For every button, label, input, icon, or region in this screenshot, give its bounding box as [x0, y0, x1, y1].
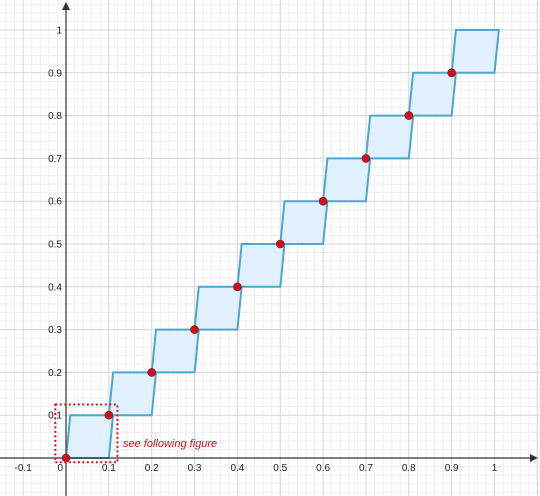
- data-point: [361, 154, 371, 163]
- step-parallelogram: [150, 328, 200, 374]
- x-tick-label: 0.6: [316, 463, 330, 474]
- data-point: [275, 239, 285, 249]
- y-tick-label: 1: [56, 26, 62, 37]
- highlight-box: [54, 403, 119, 464]
- x-tick-label: -0.1: [15, 463, 33, 474]
- x-tick-label: 0.3: [188, 463, 202, 474]
- step-parallelogram: [193, 285, 243, 331]
- x-axis-arrow: [530, 454, 538, 462]
- y-tick-label: 0.6: [48, 197, 62, 208]
- y-tick-label: 0.4: [48, 282, 62, 293]
- x-tick-label: 0.7: [359, 463, 373, 474]
- tick-labels: -0.1 0 0.1 0.2 0.3 0.4 0.5 0.6 0.7 0.8 0.9 1 0.1 0.2 0…: [15, 26, 498, 475]
- data-point: [447, 68, 456, 78]
- data-point: [404, 111, 414, 120]
- x-tick-label: 0.4: [230, 463, 244, 474]
- step-parallelogram: [450, 29, 500, 74]
- annotation-label: see following figure: [123, 438, 217, 450]
- y-tick-label: 0.3: [48, 325, 62, 336]
- data-points: [61, 68, 456, 463]
- step-parallelogram: [407, 71, 458, 117]
- x-tick-label: 0.5: [273, 463, 287, 474]
- data-point: [104, 410, 114, 420]
- y-tick-label: 0.1: [48, 411, 62, 422]
- parallelogram-steps: [64, 29, 500, 459]
- data-point: [190, 325, 199, 334]
- step-parallelogram: [279, 200, 329, 245]
- step-parallelogram: [64, 414, 115, 459]
- x-tick-label: 0.2: [145, 463, 159, 474]
- data-point: [61, 453, 71, 463]
- y-tick-label: 0.7: [48, 154, 62, 165]
- step-parallelogram: [321, 157, 372, 203]
- x-tick-label: 0: [57, 463, 63, 474]
- data-point: [233, 282, 242, 292]
- x-tick-label: 0.9: [445, 463, 459, 474]
- y-tick-label: 0.2: [48, 368, 62, 379]
- y-tick-label: 0.8: [48, 111, 62, 122]
- x-tick-label: 0.8: [402, 463, 416, 474]
- step-parallelogram: [364, 114, 415, 160]
- data-point: [318, 196, 328, 206]
- x-tick-label: 0.1: [102, 463, 116, 474]
- step-parallelogram: [236, 243, 286, 288]
- step-parallelogram: [107, 371, 158, 417]
- x-tick-label: 1: [492, 463, 498, 474]
- highlight-region: [54, 403, 119, 464]
- y-tick-label: 0.9: [48, 68, 62, 79]
- y-tick-label: 0.5: [48, 240, 62, 251]
- y-axis-arrow: [62, 2, 70, 10]
- data-point: [147, 368, 156, 377]
